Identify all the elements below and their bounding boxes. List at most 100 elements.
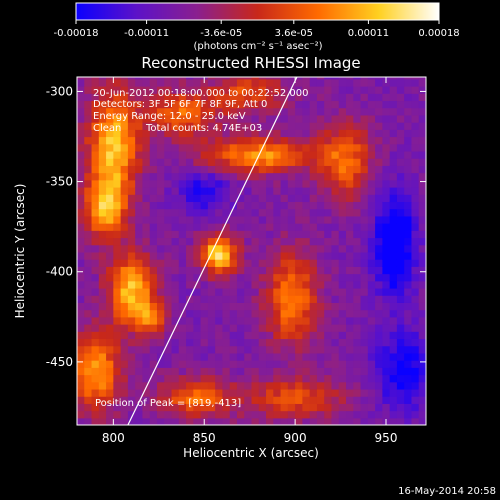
heatmap-cell (258, 345, 267, 354)
heatmap-cell (389, 165, 398, 174)
heatmap-cell (193, 100, 202, 109)
heatmap-cell (251, 208, 260, 217)
heatmap-cell (222, 410, 231, 419)
heatmap-cell (244, 273, 253, 282)
heatmap-cell (367, 338, 376, 347)
heatmap-cell (207, 150, 216, 159)
heatmap-cell (418, 78, 426, 87)
heatmap-cell (396, 143, 405, 152)
heatmap-cell (149, 194, 158, 203)
heatmap-cell (193, 251, 202, 260)
heatmap-cell (302, 223, 311, 231)
heatmap-cell (113, 230, 122, 239)
heatmap-cell (375, 374, 383, 383)
heatmap-cell (375, 114, 383, 123)
heatmap-cell (142, 150, 151, 159)
heatmap-cell (389, 237, 398, 246)
heatmap-cell (302, 316, 311, 325)
heatmap-cell (77, 381, 85, 390)
heatmap-cell (127, 403, 136, 412)
heatmap-cell (338, 244, 347, 253)
heatmap-cell (207, 165, 216, 174)
heatmap-cell (258, 78, 267, 87)
heatmap-cell (367, 324, 376, 332)
heatmap-cell (309, 251, 318, 260)
heatmap-cell (156, 396, 165, 404)
heatmap-cell (193, 374, 202, 383)
heatmap-cell (353, 78, 362, 87)
heatmap-cell (120, 208, 129, 217)
heatmap-cell (251, 150, 260, 159)
heatmap-cell (346, 316, 354, 325)
heatmap-cell (222, 93, 231, 102)
heatmap-cell (360, 186, 369, 195)
heatmap-cell (178, 374, 187, 383)
heatmap-cell (156, 237, 165, 246)
heatmap-cell (236, 360, 245, 368)
heatmap-cell (244, 78, 253, 87)
heatmap-cell (91, 295, 100, 303)
heatmap-cell (338, 251, 347, 260)
heatmap-cell (84, 410, 93, 419)
heatmap-cell (389, 194, 398, 203)
heatmap-cell (91, 86, 100, 94)
heatmap-cell (77, 352, 85, 361)
heatmap-cell (360, 251, 369, 260)
heatmap-cell (375, 129, 383, 138)
heatmap-cell (215, 360, 224, 368)
heatmap-cell (156, 331, 165, 340)
heatmap-cell (236, 417, 245, 425)
heatmap-cell (142, 251, 151, 260)
heatmap-cell (171, 194, 180, 203)
heatmap-cell (266, 179, 274, 188)
heatmap-cell (258, 396, 267, 404)
heatmap-cell (280, 266, 289, 275)
heatmap-cell (287, 230, 296, 239)
heatmap-cell (149, 388, 158, 397)
heatmap-cell (353, 381, 362, 390)
heatmap-cell (309, 194, 318, 203)
heatmap-cell (324, 259, 333, 267)
heatmap-cell (244, 388, 253, 397)
heatmap-cell (120, 388, 129, 397)
heatmap-cell (375, 295, 383, 303)
heatmap-cell (156, 186, 165, 195)
heatmap-cell (171, 403, 180, 412)
heatmap-cell (193, 352, 202, 361)
heatmap-cell (404, 179, 413, 188)
heatmap-cell (120, 352, 129, 361)
heatmap-cell (229, 367, 238, 376)
colorbar-tick-label: -0.00018 (54, 28, 99, 39)
heatmap-cell (360, 374, 369, 383)
heatmap-cell (367, 114, 376, 123)
heatmap-cell (375, 251, 383, 260)
heatmap-cell (309, 295, 318, 303)
heatmap-cell (309, 280, 318, 289)
heatmap-cell (207, 114, 216, 123)
heatmap-cell (178, 194, 187, 203)
heatmap-cell (367, 208, 376, 217)
heatmap-cell (171, 100, 180, 109)
heatmap-cell (273, 273, 282, 282)
heatmap-cell (98, 165, 107, 174)
heatmap-cell (106, 324, 114, 332)
heatmap-cell (316, 93, 325, 102)
y-tick-label: -350 (46, 175, 73, 189)
heatmap-cell (207, 223, 216, 231)
heatmap-cell (346, 77, 354, 80)
heatmap-cell (331, 143, 340, 152)
heatmap-cell (404, 208, 413, 217)
heatmap-cell (375, 410, 383, 419)
heatmap-cell (222, 244, 231, 253)
heatmap-cell (135, 417, 144, 425)
heatmap-cell (353, 280, 362, 289)
heatmap-cell (244, 345, 253, 354)
heatmap-cell (186, 208, 194, 217)
heatmap-cell (142, 93, 151, 102)
heatmap-cell (346, 244, 354, 253)
heatmap-cell (91, 237, 100, 246)
heatmap-cell (331, 360, 340, 368)
heatmap-cell (353, 360, 362, 368)
heatmap-cell (338, 295, 347, 303)
heatmap-cell (149, 93, 158, 102)
